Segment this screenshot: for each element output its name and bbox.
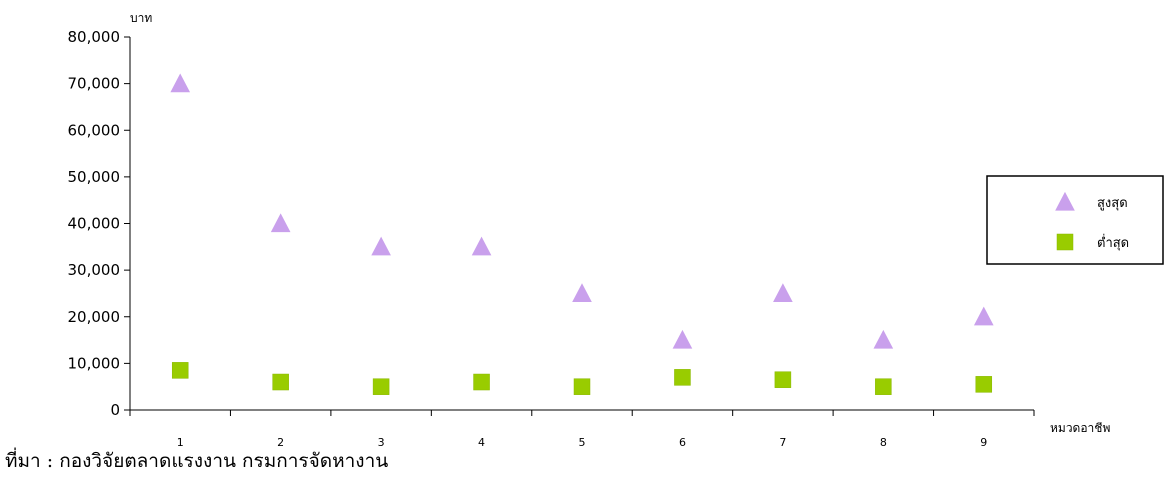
data-point-triangle xyxy=(973,306,994,326)
y-tick-label: 70,000 xyxy=(68,75,121,93)
data-marks xyxy=(170,73,994,395)
data-point-triangle xyxy=(773,283,793,303)
data-point-triangle xyxy=(270,213,291,233)
x-tick-label: 5 xyxy=(579,436,586,449)
y-tick-label: 10,000 xyxy=(68,354,121,372)
y-tick-label: 60,000 xyxy=(68,121,121,139)
y-axis-title: บาท xyxy=(130,11,152,25)
series-1 xyxy=(170,73,994,349)
legend-box xyxy=(986,175,1164,265)
x-tick-label: 9 xyxy=(980,436,987,449)
source-note: ที่มา : กองวิจัยตลาดแรงงาน กรมการจัดหางา… xyxy=(5,450,389,472)
x-tick-label: 8 xyxy=(880,436,887,449)
x-tick-label: 7 xyxy=(779,436,786,449)
data-point-square xyxy=(171,362,189,379)
legend-label: สูงสุด xyxy=(1097,196,1128,211)
x-axis: 1 2 3 4 5 6 7 8 9 หมวดอาชีพ xyxy=(129,409,1110,449)
y-tick-label: 0 xyxy=(110,401,120,419)
x-tick-label: 3 xyxy=(378,436,385,449)
data-point-triangle xyxy=(371,236,391,256)
x-tick-label: 1 xyxy=(177,436,184,449)
x-tick-label: 6 xyxy=(679,436,686,449)
y-tick-label: 50,000 xyxy=(68,168,121,186)
data-point-triangle xyxy=(471,236,492,256)
data-point-triangle xyxy=(170,73,191,93)
legend-marker-square xyxy=(1056,233,1074,251)
legend-label: ต่ำสุด xyxy=(1097,234,1129,251)
data-point-square xyxy=(372,378,390,395)
x-tick-label: 2 xyxy=(277,436,284,449)
data-point-square xyxy=(875,378,892,395)
data-point-square xyxy=(975,376,993,393)
series-2 xyxy=(171,362,993,395)
data-point-square xyxy=(774,371,792,388)
y-tick-label: 30,000 xyxy=(68,261,121,279)
y-tick-label: 80,000 xyxy=(68,28,121,46)
y-axis: 0 10,000 20,000 30,000 40,000 50,000 60,000 70,… xyxy=(68,11,153,419)
x-axis-title: หมวดอาชีพ xyxy=(1050,421,1110,435)
legend: สูงสุดต่ำสุด xyxy=(986,175,1164,265)
data-point-square xyxy=(272,373,289,391)
legend-marker-triangle xyxy=(1055,191,1075,211)
data-point-triangle xyxy=(572,283,592,303)
x-tick-label: 4 xyxy=(478,436,485,449)
data-point-triangle xyxy=(873,329,894,349)
y-tick-label: 20,000 xyxy=(68,308,121,326)
data-point-square xyxy=(473,373,490,391)
data-point-square xyxy=(573,378,591,395)
data-point-square xyxy=(674,369,691,386)
data-point-triangle xyxy=(672,329,693,349)
y-tick-label: 40,000 xyxy=(68,215,121,233)
